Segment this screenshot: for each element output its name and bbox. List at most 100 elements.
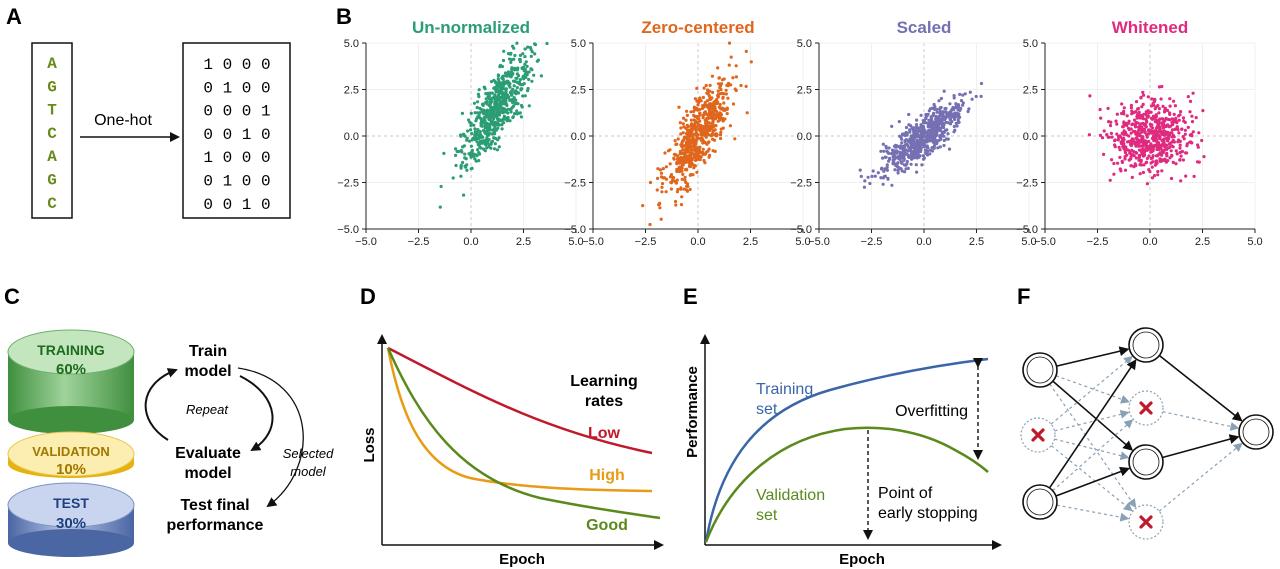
- data-point: [701, 95, 706, 100]
- data-point: [1117, 145, 1121, 149]
- x-tick-label: −2.5: [408, 236, 430, 248]
- data-point: [659, 175, 664, 179]
- data-point: [940, 133, 945, 137]
- data-point: [473, 130, 477, 134]
- validation-set-line1: Validation: [756, 487, 825, 504]
- data-point: [460, 150, 464, 154]
- data-point: [1161, 138, 1166, 142]
- data-point: [932, 107, 936, 111]
- data-point: [1150, 144, 1154, 148]
- data-point: [485, 100, 489, 104]
- data-point: [898, 157, 902, 161]
- data-point: [695, 86, 699, 90]
- data-point: [466, 129, 470, 133]
- data-point: [501, 101, 505, 105]
- data-point: [1138, 172, 1142, 176]
- data-point: [641, 204, 645, 208]
- data-point: [504, 99, 508, 103]
- data-point: [486, 94, 490, 98]
- data-point: [1150, 123, 1154, 127]
- data-point: [1139, 163, 1144, 167]
- data-point: [749, 60, 753, 64]
- data-point: [486, 142, 490, 146]
- data-point: [953, 128, 957, 132]
- data-point: [685, 182, 690, 186]
- data-point: [915, 125, 919, 130]
- data-point: [477, 88, 481, 92]
- data-point: [680, 177, 684, 181]
- train-model-line1: Train: [189, 343, 227, 360]
- data-point: [890, 124, 894, 128]
- data-point: [1169, 149, 1173, 153]
- data-point: [1146, 139, 1151, 144]
- data-point: [693, 149, 697, 153]
- data-point: [707, 155, 711, 159]
- one-hot-matrix: 1 0 0 0 0 1 0 0 0 0 0 1 0 0 1 0 1 0 0 0 0 1 0…: [203, 56, 270, 214]
- data-point: [503, 115, 507, 119]
- data-point: [518, 53, 523, 58]
- data-point: [897, 166, 901, 170]
- data-point: [501, 106, 505, 110]
- data-point: [533, 43, 538, 47]
- data-point: [1148, 131, 1152, 135]
- data-point: [1134, 164, 1138, 168]
- data-point: [920, 129, 924, 133]
- data-point: [1112, 161, 1116, 166]
- data-point: [1129, 131, 1133, 135]
- data-point: [1174, 162, 1178, 166]
- data-point: [499, 64, 503, 68]
- data-point: [719, 127, 723, 131]
- data-point: [487, 126, 491, 130]
- data-point: [676, 154, 680, 158]
- matrix-row: 0 1 0 0: [203, 79, 270, 97]
- data-point: [721, 96, 725, 100]
- data-point: [1147, 128, 1151, 132]
- data-point: [931, 121, 935, 125]
- data-point: [1163, 106, 1167, 110]
- data-point: [729, 83, 733, 87]
- loss-xlabel: Epoch: [499, 551, 545, 568]
- data-point: [464, 157, 468, 161]
- data-point: [931, 113, 936, 117]
- data-point: [942, 89, 946, 93]
- panel-letter-d: D: [360, 284, 376, 309]
- data-point: [471, 154, 476, 158]
- data-point: [1177, 114, 1181, 118]
- data-point: [1197, 131, 1201, 135]
- data-point: [521, 94, 525, 98]
- data-point: [1194, 116, 1198, 120]
- data-point: [1150, 104, 1154, 108]
- data-point: [1137, 138, 1141, 142]
- data-point: [680, 141, 684, 145]
- data-point: [1150, 97, 1154, 101]
- data-point: [922, 131, 926, 136]
- data-point: [954, 103, 959, 108]
- data-point: [518, 78, 523, 82]
- data-point: [660, 190, 664, 194]
- data-point: [897, 120, 901, 124]
- data-point: [708, 83, 712, 87]
- y-tick-label: −2.5: [1016, 178, 1038, 190]
- data-point: [482, 112, 486, 116]
- data-point: [1150, 150, 1154, 154]
- data-point: [734, 64, 738, 68]
- data-point: [695, 99, 699, 103]
- data-point: [489, 111, 493, 115]
- curve-high: [386, 347, 653, 493]
- data-point: [1129, 143, 1133, 147]
- data-point: [475, 105, 479, 110]
- data-point: [689, 110, 693, 114]
- data-point: [511, 97, 515, 102]
- data-point: [931, 140, 936, 144]
- data-point: [521, 52, 525, 56]
- data-point: [1130, 112, 1134, 116]
- data-point: [722, 101, 726, 105]
- data-point: [927, 109, 931, 113]
- data-point: [1148, 170, 1152, 174]
- data-point: [915, 151, 919, 155]
- y-tick-label: 0.0: [797, 131, 812, 143]
- data-point: [1120, 102, 1124, 106]
- data-point: [1153, 129, 1157, 133]
- data-point: [681, 148, 685, 152]
- data-point: [689, 123, 694, 127]
